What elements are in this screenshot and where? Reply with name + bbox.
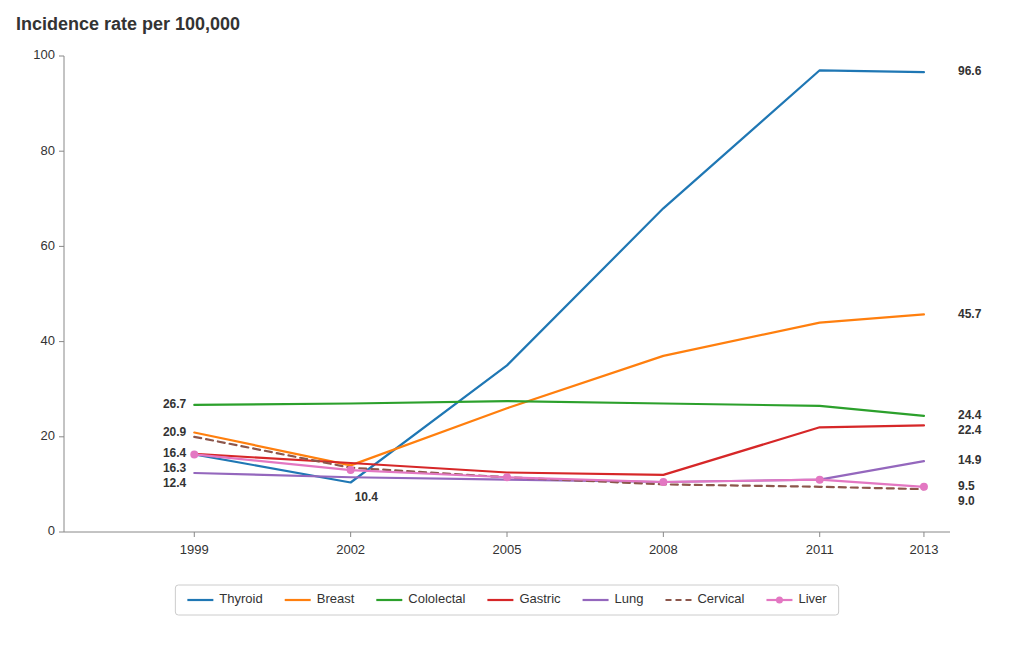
annotation: 20.9: [163, 425, 187, 439]
chart: Incidence rate per 100,000 1999 2002 2005 20…: [0, 0, 1024, 648]
annotation: 26.7: [163, 397, 187, 411]
series-marker: [347, 466, 355, 474]
y-tick: [59, 151, 64, 152]
legend-label: Gastric: [519, 591, 561, 606]
legend-marker: [776, 597, 783, 604]
legend-swatch: [583, 599, 609, 601]
legend-label: Cololectal: [408, 591, 465, 606]
series-line: [194, 425, 924, 475]
legend-swatch: [285, 599, 311, 601]
series-line: [194, 401, 924, 416]
legend-item: Thyroid: [187, 591, 262, 606]
annotation: 10.4: [355, 490, 379, 504]
legend-label: Cervical: [697, 591, 744, 606]
annotation: 96.6: [958, 64, 982, 78]
legend-item: Cololectal: [376, 591, 465, 606]
legend: Thyroid Breast Cololectal Gastric Lung Cervic…: [175, 585, 838, 615]
y-tick: [59, 436, 64, 437]
x-tick: [819, 532, 820, 537]
annotation: 14.9: [958, 453, 982, 467]
y-tick: [59, 341, 64, 342]
y-tick-label: 60: [41, 238, 55, 253]
legend-label: Breast: [317, 591, 355, 606]
x-tick: [507, 532, 508, 537]
annotation: 22.4: [958, 423, 982, 437]
legend-item: Lung: [583, 591, 644, 606]
title: Incidence rate per 100,000: [16, 14, 240, 34]
annotation: 9.0: [958, 494, 975, 508]
axes: 1999 2002 2005 2008 2011 2013 0 20 40 60 80 100: [33, 47, 950, 557]
legend-item: Gastric: [487, 591, 561, 606]
x-tick-label: 2011: [806, 542, 834, 557]
x-tick-label: 2013: [909, 542, 938, 557]
legend-box: [175, 585, 838, 615]
x-tick: [663, 532, 664, 537]
x-tick: [923, 532, 924, 537]
legend-label: Liver: [798, 591, 827, 606]
legend-swatch: [376, 599, 402, 601]
y-tick-label: 0: [48, 523, 55, 538]
x-tick: [350, 532, 351, 537]
legend-swatch: [187, 599, 213, 601]
legend-item: Liver: [766, 591, 827, 606]
plot-area: [190, 70, 928, 491]
y-tick-label: 80: [41, 143, 55, 158]
legend-swatch: [487, 599, 513, 601]
annotation: 12.4: [163, 476, 187, 490]
y-tick-label: 20: [41, 428, 55, 443]
annotation: 16.4: [163, 446, 187, 460]
series-marker: [190, 450, 198, 458]
series-line: [194, 454, 924, 486]
series-marker: [503, 473, 511, 481]
annotation: 24.4: [958, 408, 982, 422]
annotation: 16.3: [163, 461, 187, 475]
y-tick: [59, 246, 64, 247]
series-line: [194, 70, 924, 482]
x-tick: [194, 532, 195, 537]
y-tick-label: 100: [33, 47, 55, 62]
annotation: 45.7: [958, 307, 982, 321]
x-tick-label: 2002: [336, 542, 365, 557]
x-tick-label: 2008: [649, 542, 678, 557]
series-line: [194, 437, 924, 489]
series-marker: [659, 478, 667, 486]
x-tick-label: 1999: [180, 542, 209, 557]
y-axis-line: [64, 56, 65, 532]
legend-item: Cervical: [665, 591, 744, 606]
y-tick: [59, 532, 64, 533]
annotations: 96.6 45.7 24.422.4 14.9 9.59.0 26.7 20.9 16.416…: [163, 64, 982, 508]
legend-swatch: [665, 599, 691, 601]
series-marker: [816, 476, 824, 484]
legend-item: Breast: [285, 591, 355, 606]
legend-label: Thyroid: [219, 591, 262, 606]
annotation: 9.5: [958, 479, 975, 493]
series-marker: [920, 483, 928, 491]
series-line: [194, 314, 924, 465]
y-tick-label: 40: [41, 333, 55, 348]
x-tick-label: 2005: [493, 542, 522, 557]
legend-label: Lung: [615, 591, 644, 606]
y-tick: [59, 56, 64, 57]
